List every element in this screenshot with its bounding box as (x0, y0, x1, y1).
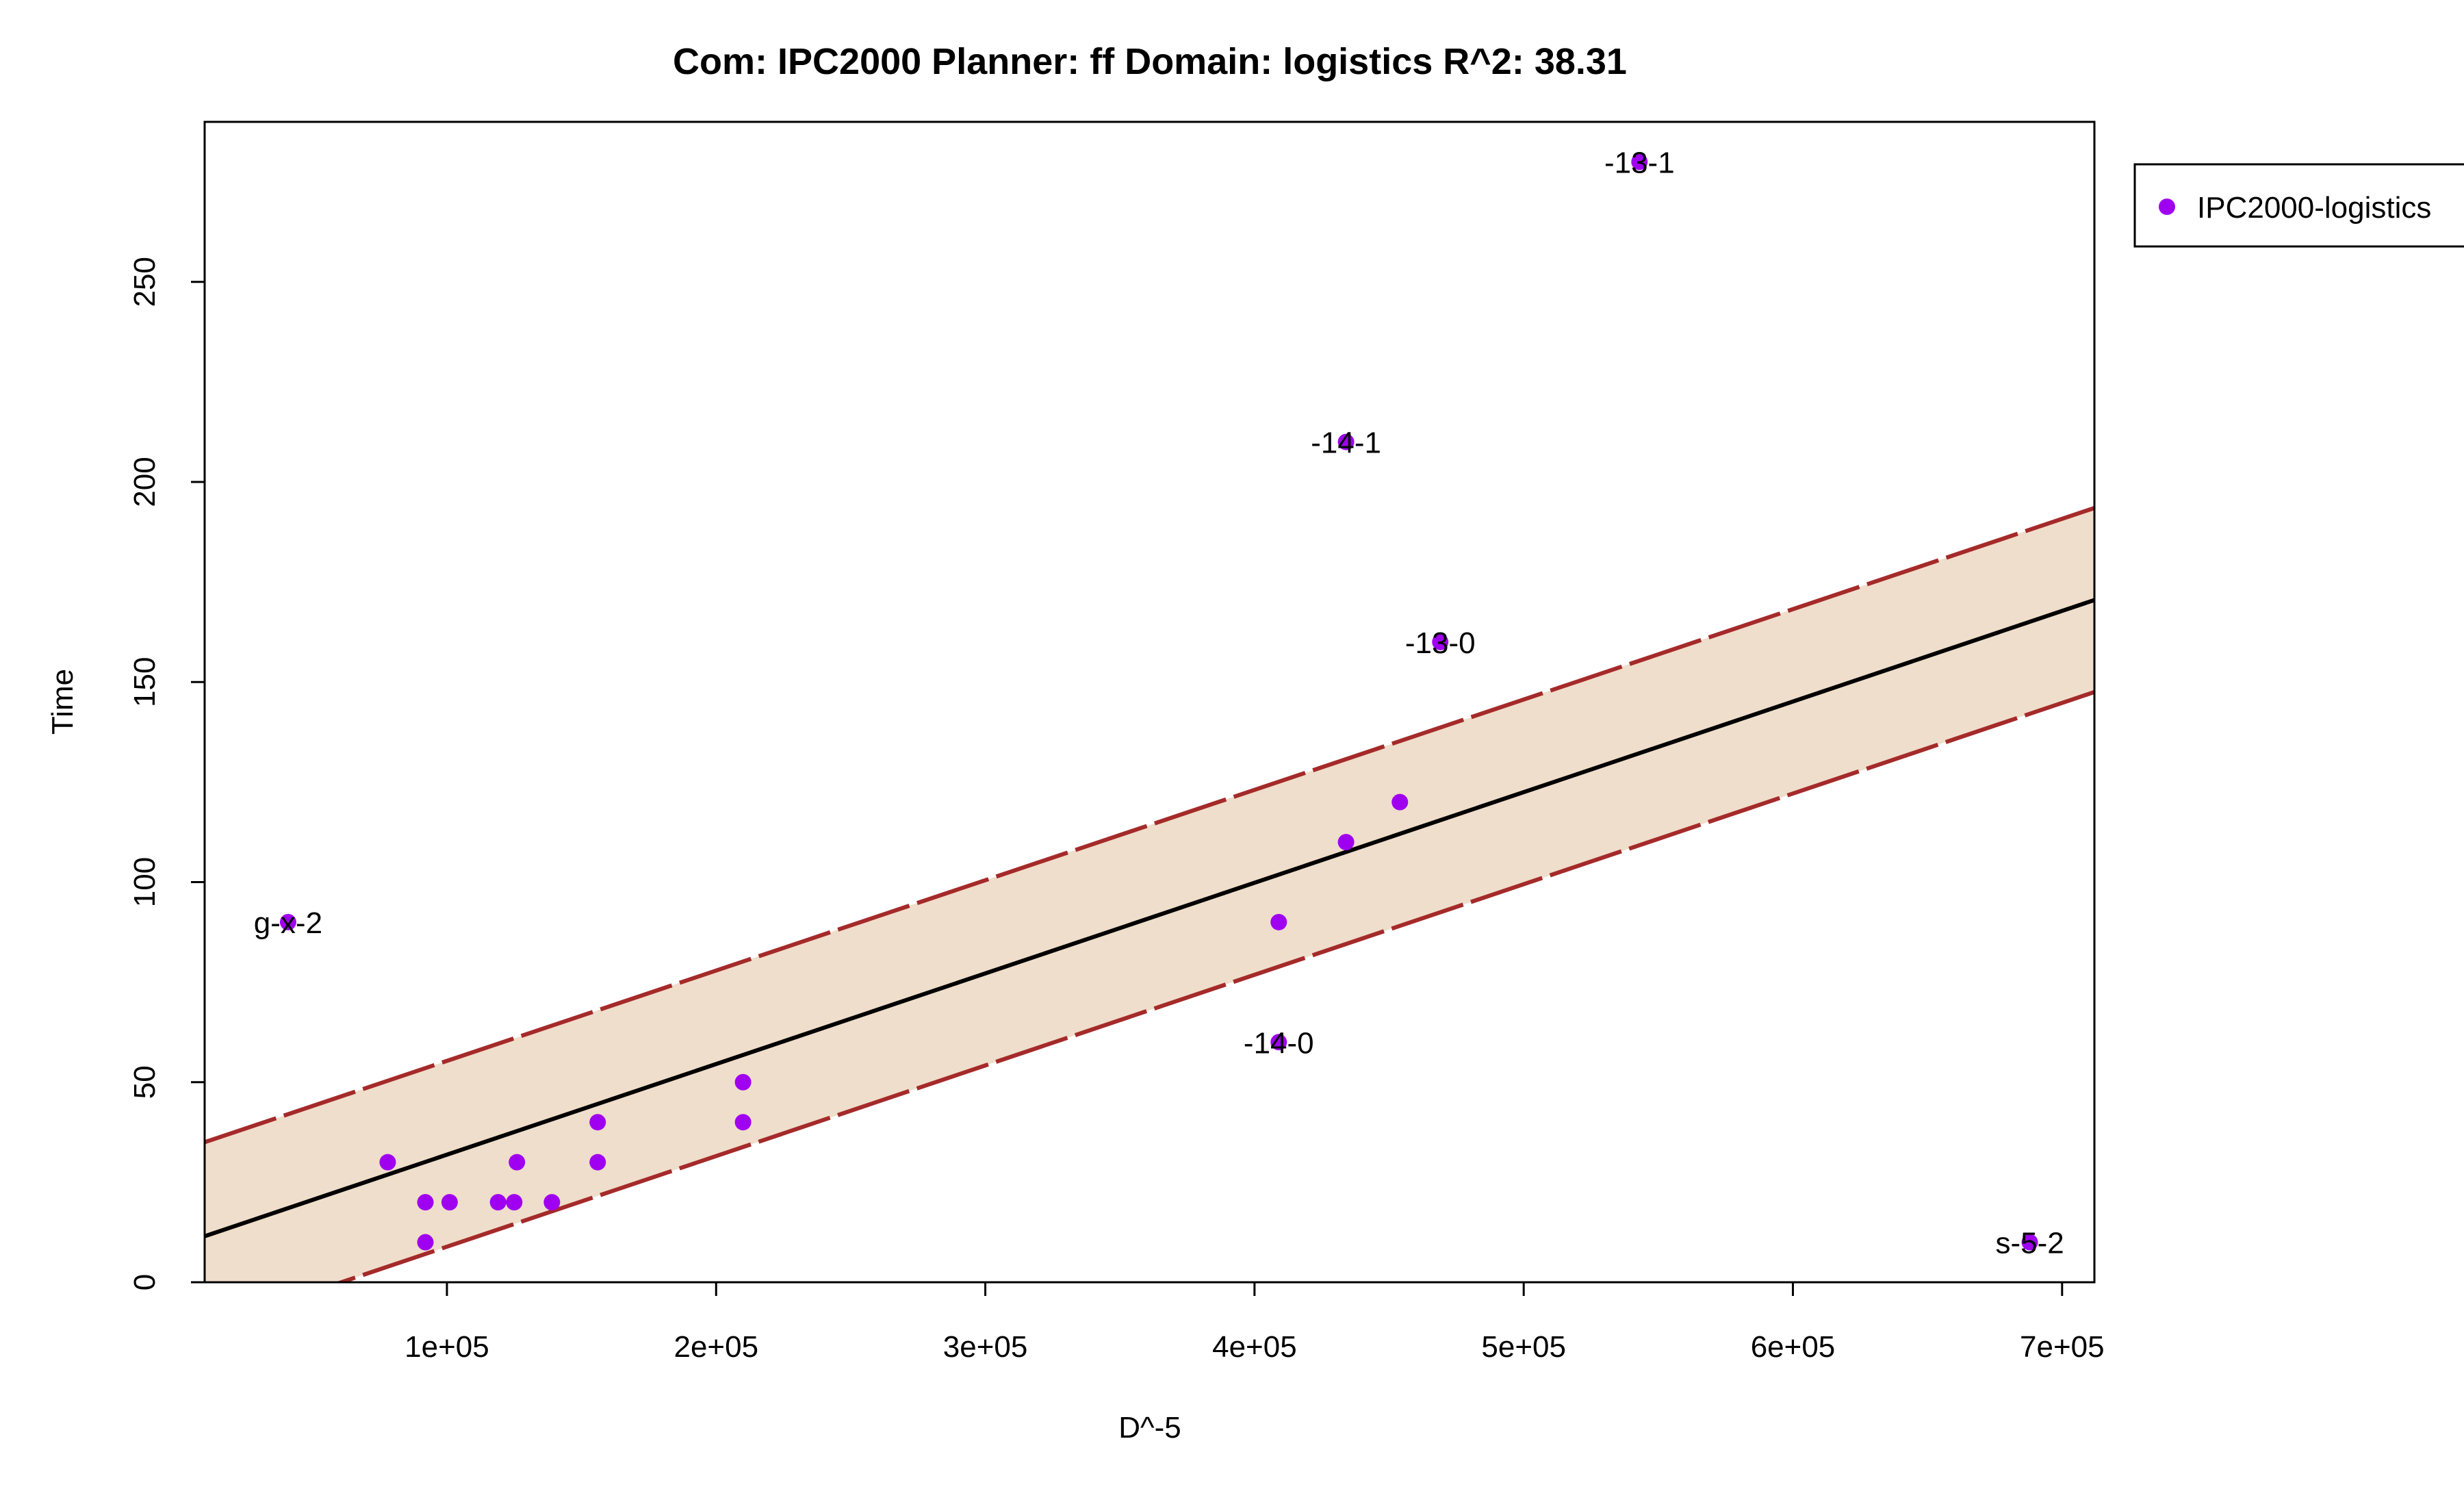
data-point (1337, 433, 1355, 450)
x-axis-label: D^-5 (1118, 1411, 1181, 1445)
point-label: -13-1 (1604, 146, 1675, 179)
data-point (589, 1114, 606, 1131)
x-tick-label: 2e+05 (673, 1330, 758, 1364)
data-point (1631, 153, 1648, 170)
data-point (734, 1073, 752, 1091)
y-axis-label: Time (46, 669, 79, 735)
point-label: g-x-2 (254, 906, 322, 940)
legend-label: IPC2000-logistics (2197, 191, 2431, 225)
y-tick-label: 200 (128, 457, 162, 507)
data-points (279, 153, 2038, 1251)
data-point (417, 1194, 434, 1211)
data-point (379, 1154, 396, 1171)
data-point (279, 913, 296, 930)
data-point (1270, 913, 1287, 930)
legend-marker (2159, 199, 2175, 215)
regression-line (205, 598, 2094, 1238)
y-tick-label: 50 (128, 1065, 162, 1099)
y-tick-label: 150 (128, 657, 162, 707)
data-point (1391, 793, 1409, 811)
x-tick-label: 4e+05 (1212, 1330, 1297, 1364)
point-annotations: g-x-2 -14-0 -14-1 -13-0 -13-1 s-5-2 (254, 146, 2064, 1260)
x-tick-label: 6e+05 (1751, 1330, 1836, 1364)
data-point (506, 1194, 523, 1211)
data-point (441, 1194, 458, 1211)
legend: IPC2000-logistics (2133, 163, 2464, 248)
data-point (543, 1194, 561, 1211)
x-tick-label: 5e+05 (1481, 1330, 1566, 1364)
y-tick-label: 0 (128, 1274, 162, 1290)
data-point (1270, 1034, 1287, 1051)
upper-bound-line (205, 506, 2094, 1145)
point-label: -14-1 (1311, 427, 1381, 460)
data-point (1337, 834, 1355, 851)
data-point (589, 1154, 606, 1171)
chart-title: Com: IPC2000 Planner: ff Domain: logisti… (673, 41, 1627, 82)
data-point (417, 1234, 434, 1251)
x-tick-label: 1e+05 (405, 1330, 489, 1364)
data-point (489, 1194, 506, 1211)
x-tick-label: 7e+05 (2020, 1330, 2105, 1364)
data-point (734, 1114, 752, 1131)
confidence-band (205, 508, 2094, 1282)
y-tick-label: 250 (128, 257, 162, 307)
y-tick-label: 100 (128, 857, 162, 907)
lower-bound-line (335, 690, 2094, 1282)
x-axis: 1e+05 2e+05 3e+05 4e+05 5e+05 6e+05 7e+05 (405, 1282, 2105, 1364)
legend-box (2133, 163, 2464, 248)
data-point (2021, 1234, 2038, 1251)
x-tick-label: 3e+05 (943, 1330, 1028, 1364)
data-point (509, 1154, 526, 1171)
point-label: -13-0 (1405, 626, 1476, 660)
plot-frame (203, 120, 2096, 1284)
point-label: s-5-2 (1995, 1227, 2064, 1260)
y-axis: 0 50 100 150 200 250 (128, 257, 205, 1290)
data-point (1432, 633, 1449, 650)
plot-area: g-x-2 -14-0 -14-1 -13-0 -13-1 s-5-2 (205, 146, 2094, 1282)
point-label: -14-0 (1244, 1026, 1314, 1060)
